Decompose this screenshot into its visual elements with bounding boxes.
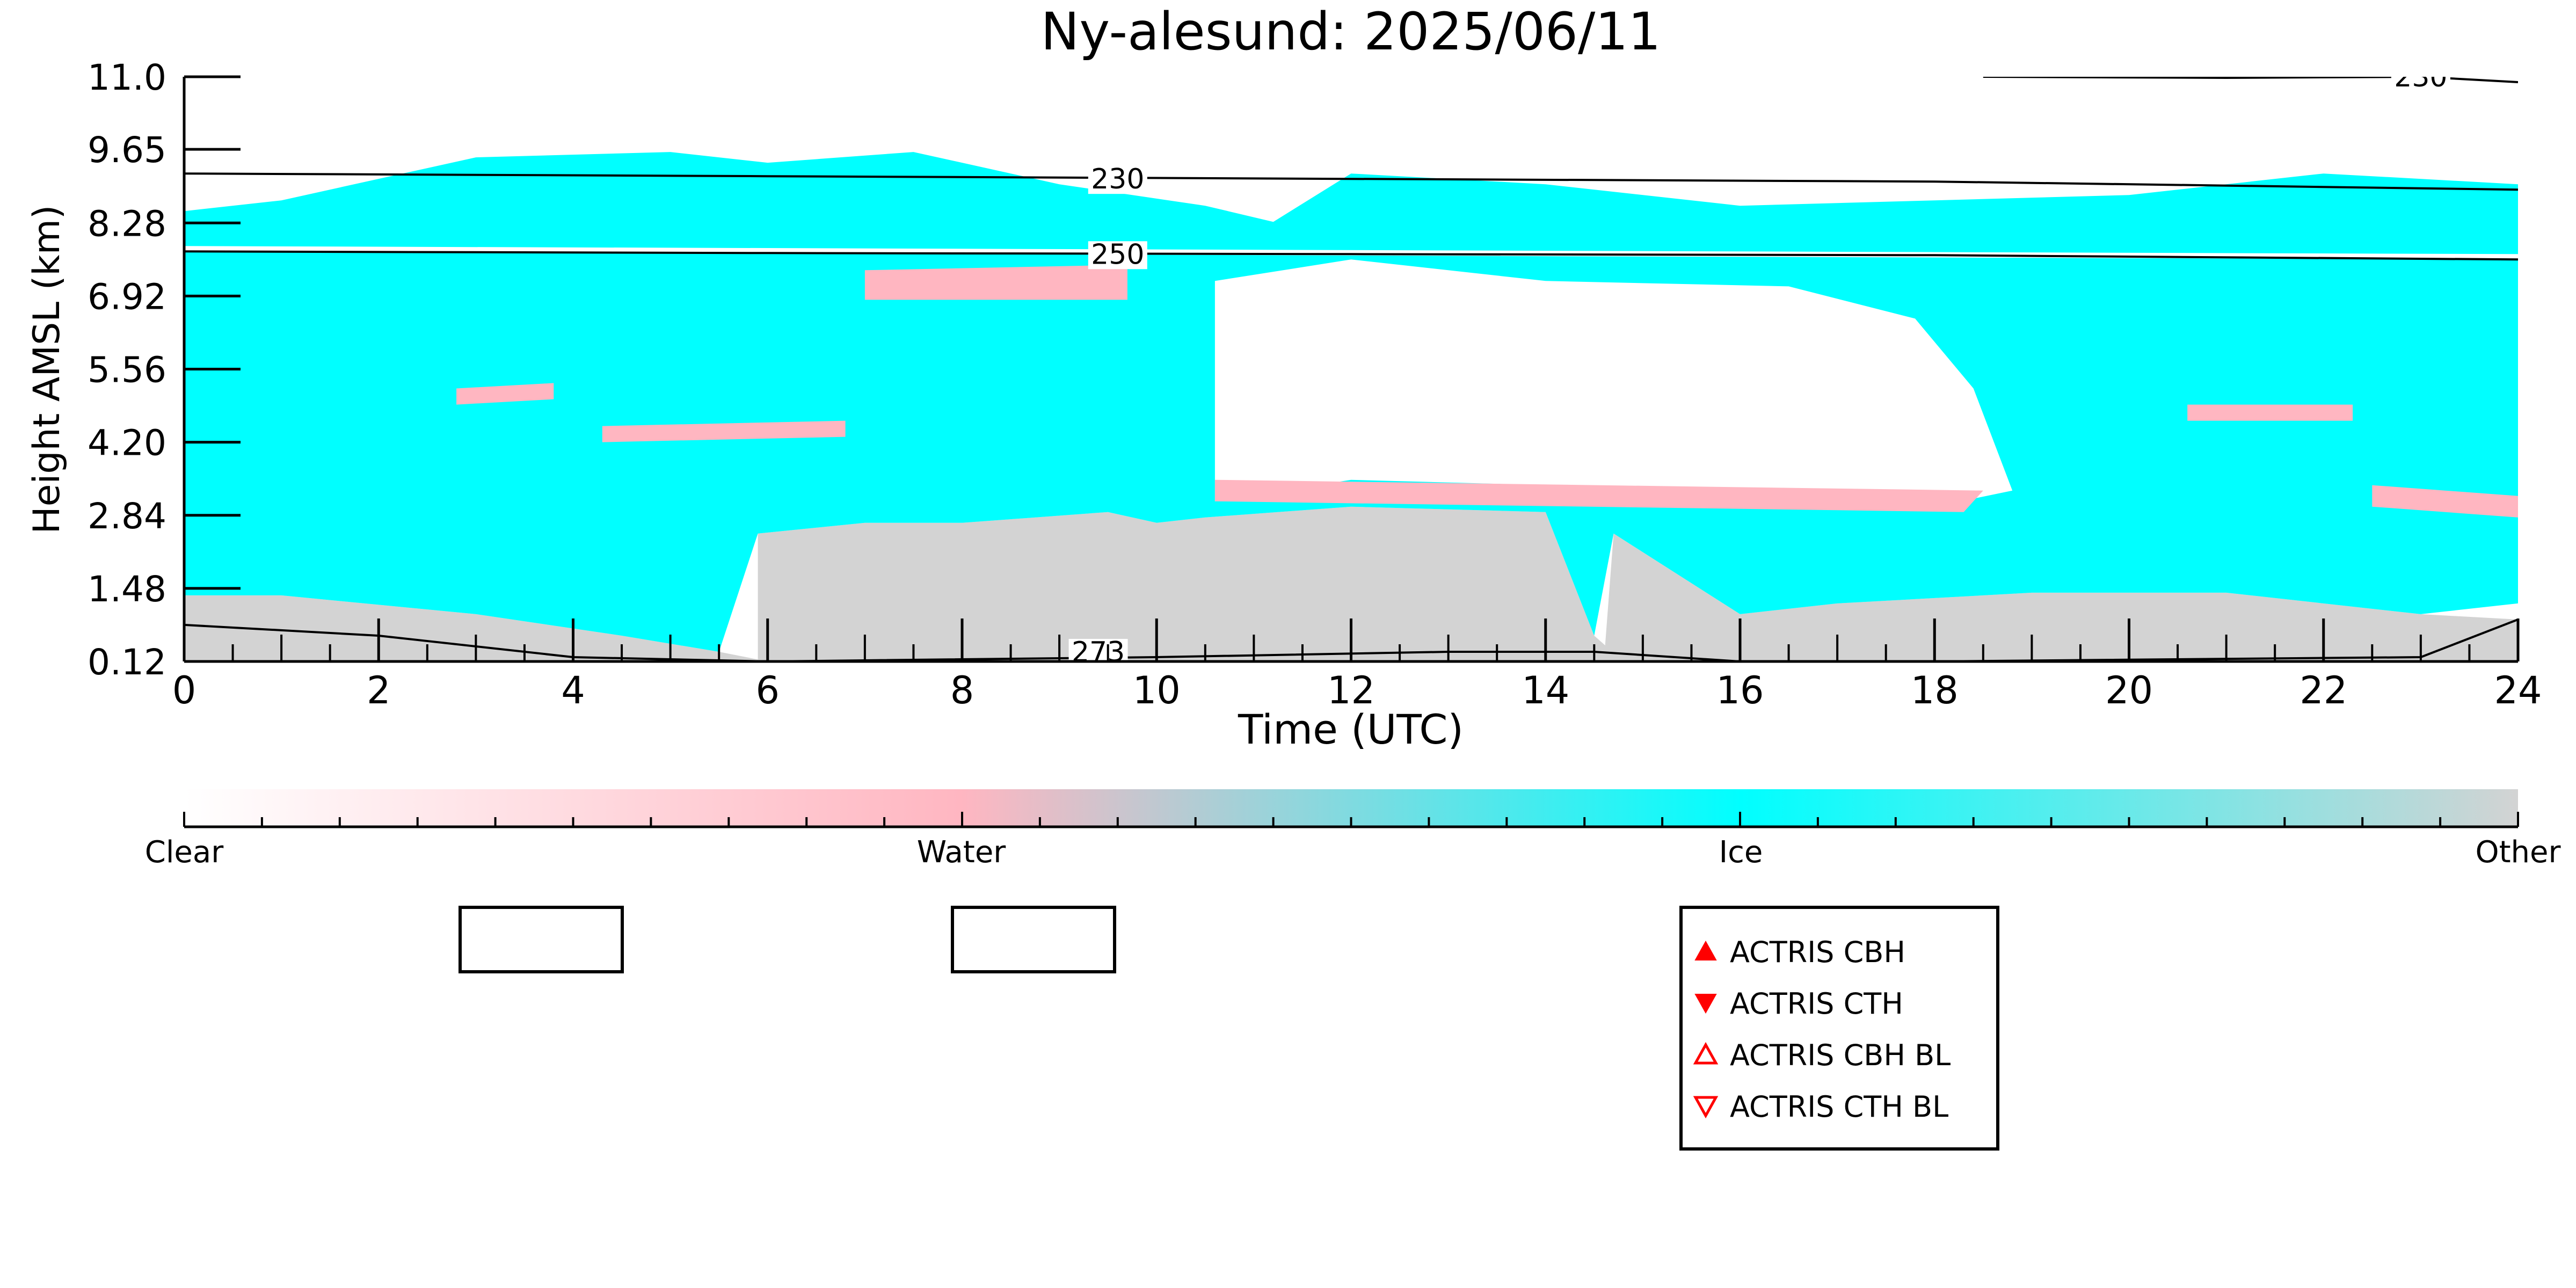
y-tick-label: 11.0 — [88, 57, 166, 98]
x-tick-label: 20 — [2105, 668, 2153, 712]
isotherm-label-2: 273 — [1072, 636, 1125, 668]
region-water-7 — [602, 420, 846, 442]
plot-area: 230 250 273 230 — [184, 61, 2518, 668]
region-water-10 — [456, 383, 554, 405]
colorbar-label-clear: Clear — [145, 835, 224, 870]
x-axis-label: Time (UTC) — [1238, 705, 1464, 753]
y-tick-label: 6.92 — [88, 276, 166, 317]
y-tick-label: 2.84 — [88, 496, 166, 537]
colorbar-label-other: Other — [2475, 835, 2561, 870]
x-tick-label: 0 — [172, 668, 197, 712]
x-tick-label: 14 — [1522, 668, 1569, 712]
x-tick-label: 6 — [755, 668, 780, 712]
x-tick-label: 16 — [1716, 668, 1764, 712]
region-water-6 — [864, 265, 1127, 300]
isotherm-label-bg-2 — [1068, 638, 1128, 661]
empty-legend-box-2 — [951, 906, 1116, 973]
region-other-1 — [758, 506, 1624, 661]
x-tick-label: 22 — [2300, 668, 2347, 712]
legend-entry-label: ACTRIS CTH — [1730, 987, 1903, 1021]
colorbar-label-ice: Ice — [1719, 835, 1763, 870]
legend-entry-label: ACTRIS CBH BL — [1730, 1038, 1951, 1072]
x-tick-label: 18 — [1911, 668, 1959, 712]
y-tick-label: 1.48 — [88, 569, 166, 610]
empty-legend-box-1 — [459, 906, 624, 973]
triangle-down-icon — [1693, 1096, 1719, 1119]
y-tick-label: 8.28 — [88, 203, 166, 244]
region-water-11 — [2187, 404, 2353, 421]
isotherm-line-1 — [184, 250, 2518, 261]
region-other-2 — [1604, 533, 2518, 661]
isotherm-label-3: 230 — [2394, 61, 2447, 93]
isotherm-line-0 — [184, 172, 2518, 191]
region-water-9 — [2372, 485, 2518, 518]
y-axis-label: Height AMSL (km) — [26, 205, 68, 534]
region-water-8 — [1214, 479, 1983, 512]
x-tick-label: 2 — [367, 668, 391, 712]
region-clear-4 — [1214, 259, 2013, 507]
x-tick-label: 8 — [950, 668, 974, 712]
isotherm-label-0: 230 — [1091, 163, 1144, 195]
axes: 0 2 4 6 8 10 12 14 16 18 20 22 24 0.121.482.844.205.… — [88, 57, 2542, 712]
legend: ACTRIS CBH ACTRIS CTH ACTRIS CBH BL ACTRIS … — [1679, 906, 1999, 1151]
legend-frame — [1679, 906, 1999, 1151]
isotherm-line-3 — [1983, 77, 2518, 83]
y-ticks: 0.12 1.48 2.84 4.20 5.56 6.92 8.28 9.65 11.0 — [88, 57, 241, 683]
triangle-up-icon — [1694, 940, 1717, 960]
x-tick-label: 12 — [1327, 668, 1375, 712]
legend-items: ACTRIS CBH ACTRIS CTH ACTRIS CBH BL ACTRIS … — [1693, 935, 1951, 1124]
classification-regions — [184, 152, 2518, 661]
x-tick-label: 10 — [1133, 668, 1181, 712]
y-tick-label: 9.65 — [88, 129, 166, 171]
isotherm-label-bg-0 — [1088, 166, 1147, 194]
colorbar: Clear Water Ice Other — [145, 789, 2561, 870]
colorbar-label-water: Water — [917, 835, 1007, 870]
x-tick-label: 4 — [561, 668, 585, 712]
legend-entry-label: ACTRIS CTH BL — [1730, 1090, 1948, 1124]
y-tick-label: 5.56 — [88, 350, 166, 391]
isotherm-label-bg-1 — [1088, 241, 1147, 270]
triangle-up-icon — [1693, 1042, 1719, 1065]
colorbar-ticks: Clear Water Ice Other — [145, 812, 2561, 870]
y-tick-label: 4.20 — [88, 423, 166, 464]
chart-title: Ny-alesund: 2025/06/11 — [1041, 2, 1661, 62]
legend-entry-label: ACTRIS CBH — [1730, 935, 1905, 969]
isotherm-label-1: 250 — [1091, 238, 1144, 271]
y-tick-label: 0.12 — [88, 642, 166, 683]
triangle-down-icon — [1694, 994, 1717, 1014]
isotherm-label-bg-3 — [2391, 77, 2450, 92]
x-ticks: 0 2 4 6 8 10 12 14 16 18 20 22 24 — [172, 618, 2542, 712]
x-tick-label: 24 — [2494, 668, 2542, 712]
